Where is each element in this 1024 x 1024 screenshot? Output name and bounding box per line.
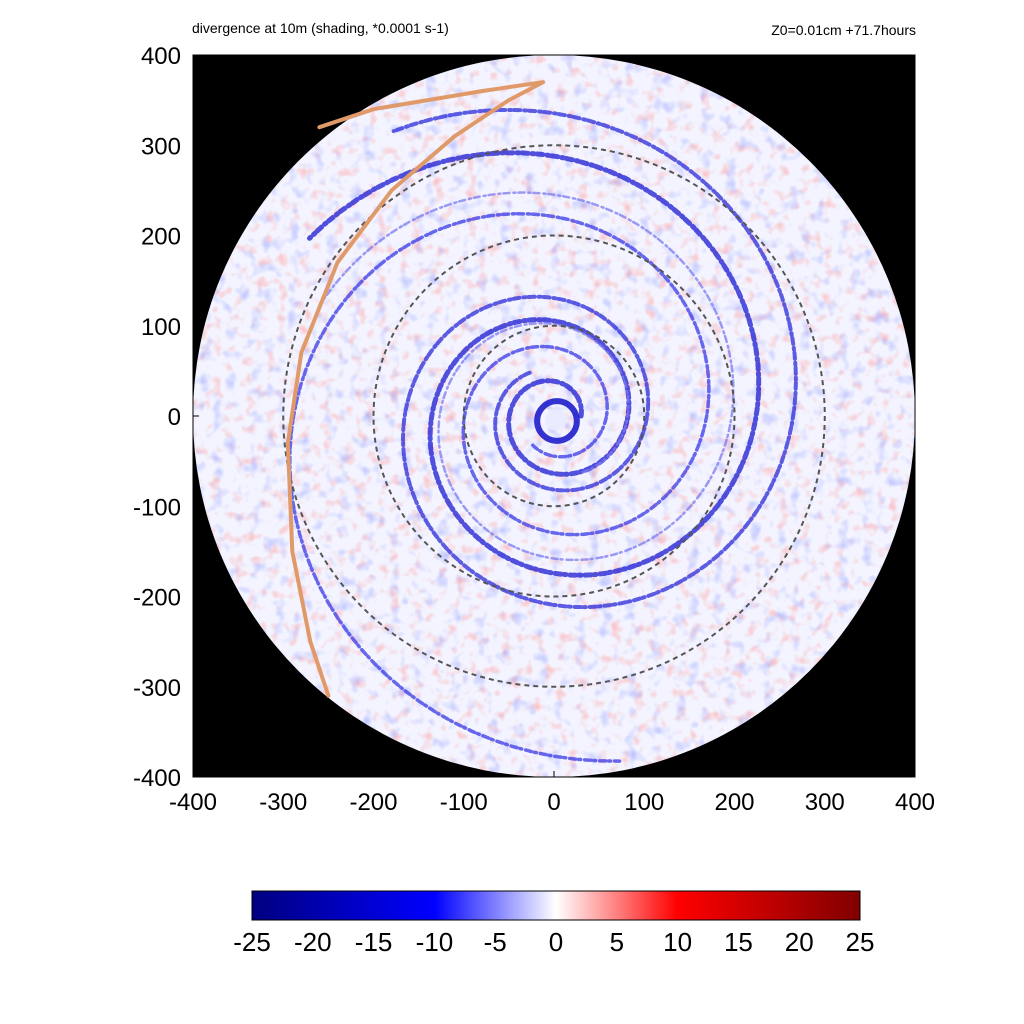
spiral-band-4 bbox=[322, 191, 735, 562]
x-tick-label: 100 bbox=[624, 789, 664, 816]
spiral-band-2 bbox=[288, 211, 711, 763]
colorbar-tick-label: -15 bbox=[355, 927, 393, 957]
x-tick-label: 0 bbox=[547, 789, 560, 816]
eyewall-ring bbox=[534, 398, 580, 444]
x-tick-label: 200 bbox=[714, 789, 754, 816]
chart-title: divergence at 10m (shading, *0.0001 s-1) bbox=[192, 20, 449, 36]
y-tick-label: -200 bbox=[133, 585, 181, 612]
colorbar-tick-label: 20 bbox=[785, 927, 814, 957]
colorbar-tick-label: 10 bbox=[663, 927, 692, 957]
colorbar-tick-label: 15 bbox=[724, 927, 753, 957]
reference-circle-200 bbox=[372, 234, 736, 598]
spiral-band-3 bbox=[391, 107, 798, 610]
y-tick-label: -300 bbox=[133, 675, 181, 702]
y-tick-label: 400 bbox=[141, 43, 181, 70]
divergence-field bbox=[193, 55, 915, 777]
storm-track bbox=[285, 80, 546, 698]
colorbar: -25 -20 -15 -10 -5 0 5 10 15 20 25 bbox=[233, 890, 875, 957]
x-tick-label: 300 bbox=[805, 789, 845, 816]
y-tick-label: -100 bbox=[133, 494, 181, 521]
colorbar-tick-label: 0 bbox=[549, 927, 563, 957]
colorbar-tick-label: 5 bbox=[610, 927, 624, 957]
reference-circles bbox=[282, 144, 826, 688]
colorbar-tick-label: -10 bbox=[416, 927, 454, 957]
x-tick-label: -300 bbox=[259, 789, 307, 816]
y-tick-label: 300 bbox=[141, 133, 181, 160]
y-tick-label: 100 bbox=[141, 314, 181, 341]
x-tick-label: -100 bbox=[440, 789, 488, 816]
colorbar-tick-label: -25 bbox=[233, 927, 271, 957]
track-line bbox=[285, 80, 546, 698]
reference-circle-300 bbox=[282, 144, 826, 688]
colorbar-tick-label: -5 bbox=[484, 927, 507, 957]
reference-circle-100 bbox=[462, 324, 646, 508]
chart-subtitle: Z0=0.01cm +71.7hours bbox=[771, 22, 916, 38]
x-tick-label: 400 bbox=[895, 789, 935, 816]
x-tick-label: -400 bbox=[169, 789, 217, 816]
eye-center bbox=[545, 409, 567, 431]
colorbar-tick-label: 25 bbox=[846, 927, 875, 957]
y-tick-label: -400 bbox=[133, 765, 181, 792]
colorbar-gradient bbox=[251, 890, 861, 921]
x-tick-label: -200 bbox=[349, 789, 397, 816]
colorbar-tick-label: -20 bbox=[294, 927, 332, 957]
y-tick-label: 200 bbox=[141, 224, 181, 251]
y-tick-label: 0 bbox=[168, 404, 181, 431]
axes: -400 -300 -200 -100 0 100 200 300 400 400 300 200 10… bbox=[133, 43, 935, 816]
